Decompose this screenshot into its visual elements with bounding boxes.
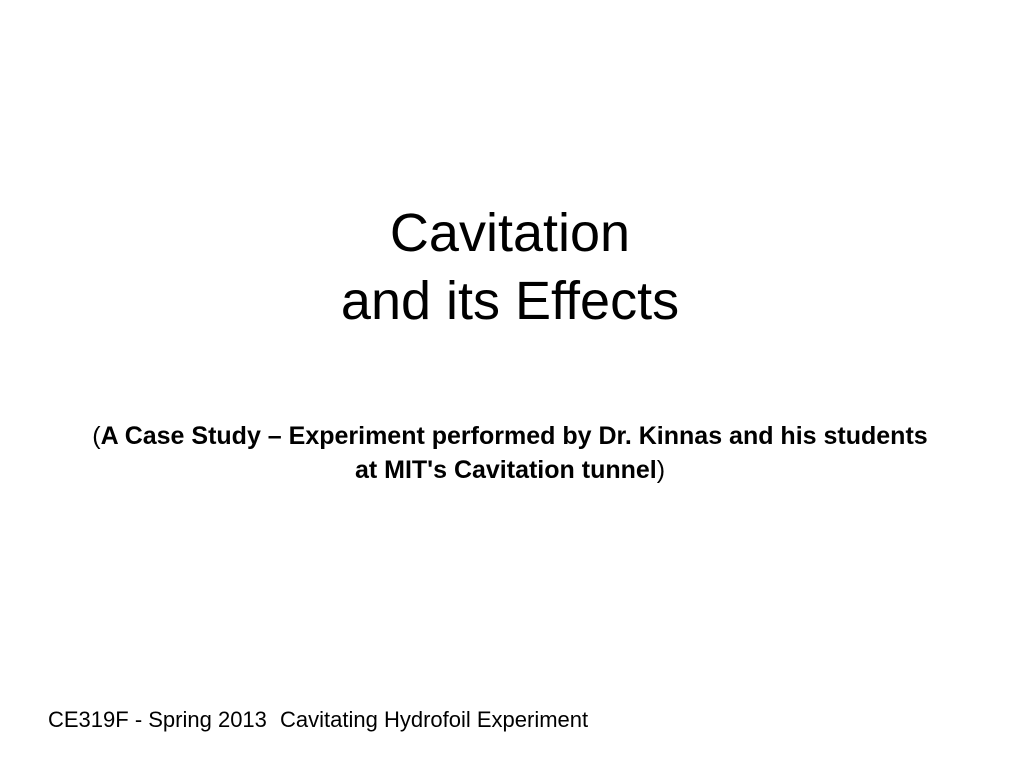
footer-course-info: CE319F - Spring 2013 — [48, 707, 267, 733]
title-line-1: Cavitation — [0, 200, 1020, 268]
subtitle-text: A Case Study – Experiment performed by D… — [101, 422, 928, 484]
slide-subtitle: (A Case Study – Experiment performed by … — [80, 420, 940, 488]
slide-title: Cavitation and its Effects — [0, 200, 1020, 335]
subtitle-close-paren: ) — [657, 456, 665, 484]
footer-experiment-name: Cavitating Hydrofoil Experiment — [280, 707, 588, 733]
subtitle-open-paren: ( — [92, 422, 100, 450]
title-line-2: and its Effects — [0, 268, 1020, 336]
